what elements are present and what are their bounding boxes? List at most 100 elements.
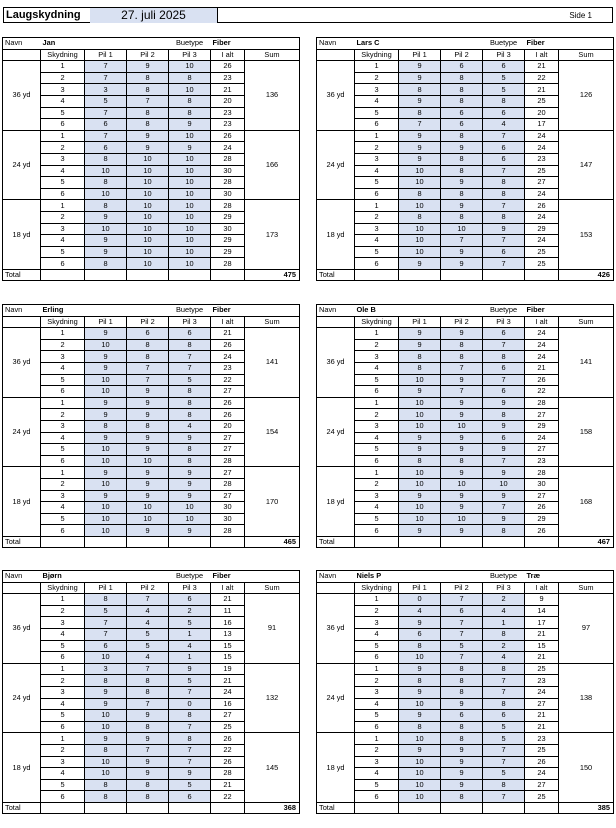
end-total: 22 [210, 373, 246, 387]
pil2-header: Pil 2 [440, 48, 484, 62]
end-row: 3 10 9 7 26 [3, 755, 300, 769]
arrow-1-score: 9 [83, 350, 128, 363]
end-row: 6 10 9 9 28 [3, 524, 300, 537]
pil3-header: Pil 3 [168, 315, 212, 329]
arrow-3-score: 1 [482, 616, 525, 629]
arrow-3-score: 9 [168, 489, 212, 503]
arrow-3-score: 8 [482, 210, 526, 224]
total-row: Total 385 [316, 801, 614, 815]
arrow-1-score: 0 [398, 593, 441, 606]
end-row: 3 10 9 7 26 [317, 755, 614, 769]
arrow-2-score: 8 [126, 674, 170, 687]
arrow-2-score: 9 [126, 396, 170, 410]
arrow-1-score: 10 [83, 709, 128, 722]
end-row: 4 10 9 8 27 [317, 697, 614, 711]
arrow-1-score: 8 [397, 106, 442, 120]
name-row: Navn Jan Buetype Fiber [2, 37, 300, 50]
end-total: 27 [210, 709, 246, 722]
end-number: 4 [354, 94, 399, 108]
end-row: 18 yd 1 10 9 9 28 168 [316, 466, 614, 537]
arrow-2-score: 7 [440, 651, 483, 664]
end-row: 4 10 10 10 30 [3, 501, 300, 514]
arrow-2-score: 9 [440, 245, 484, 259]
arrow-2-score: 9 [440, 199, 484, 212]
buetype-label: Buetype [482, 570, 525, 583]
end-row: 3 10 10 10 30 [3, 222, 300, 236]
arrow-1-score: 8 [398, 674, 441, 687]
arrow-2-score: 7 [126, 593, 170, 606]
end-row: 36 yd 1 7 9 10 26 136 [2, 60, 300, 131]
arrow-2-score: 9 [126, 385, 170, 398]
name-row: Navn Lars C Buetype Fiber [316, 37, 615, 50]
pil2-header: Pil 2 [126, 581, 170, 595]
pil2-header: Pil 2 [126, 48, 169, 62]
arrow-3-score: 7 [168, 743, 212, 757]
arrow-2-score: 6 [440, 709, 483, 722]
end-total: 28 [524, 396, 559, 410]
arrow-2-score: 8 [440, 71, 484, 85]
end-number: 5 [40, 512, 85, 526]
end-total: 22 [524, 71, 560, 85]
end-total: 28 [210, 199, 245, 212]
distance-label: 18 yd [316, 732, 355, 803]
distance-sum: 150 [558, 732, 614, 803]
total-label: Total [316, 535, 355, 549]
end-total: 24 [524, 210, 560, 224]
arrow-1-score: 10 [397, 164, 442, 178]
end-row: 2 10 8 8 26 [3, 338, 300, 352]
arrow-2-score: 9 [126, 60, 169, 73]
end-total: 27 [210, 431, 246, 445]
arrow-3-score: 8 [482, 176, 526, 189]
arrow-3-score: 6 [482, 106, 526, 120]
arrow-3-score: 8 [168, 408, 212, 421]
arrow-3-score: 6 [168, 327, 212, 340]
arrow-3-score: 8 [168, 385, 212, 398]
end-total: 15 [524, 639, 559, 653]
end-total: 21 [210, 674, 246, 687]
arrow-3-score: 9 [168, 524, 212, 537]
navn-label: Navn [316, 570, 355, 583]
arrow-1-score: 7 [83, 627, 128, 641]
arrow-2-score: 7 [440, 385, 483, 398]
pil1-header: Pil 1 [398, 581, 441, 595]
arrow-2-score: 9 [126, 443, 170, 456]
total-row: Total 368 [2, 801, 301, 815]
arrow-1-score: 10 [397, 199, 442, 212]
arrow-3-score: 9 [168, 662, 212, 676]
arrow-3-score: 5 [168, 616, 212, 629]
end-total: 24 [524, 187, 560, 201]
end-total: 25 [210, 720, 246, 734]
pil3-header: Pil 3 [168, 48, 211, 62]
end-row: 3 8 8 5 21 [317, 83, 614, 96]
arrow-2-score: 10 [440, 419, 483, 433]
end-total: 13 [210, 627, 246, 641]
end-row: 4 10 9 7 26 [317, 501, 614, 514]
arrow-3-score: 9 [168, 477, 212, 491]
end-number: 1 [354, 732, 399, 745]
end-total: 28 [210, 524, 246, 537]
total-label: Total [316, 268, 355, 282]
arrow-1-score: 9 [397, 94, 442, 108]
skydning-header: Skydning [354, 48, 399, 62]
end-total: 23 [524, 454, 559, 468]
arrow-1-score: 10 [83, 477, 128, 491]
arrow-3-score: 8 [482, 524, 525, 537]
distance-label: 18 yd [316, 199, 355, 270]
end-number: 2 [354, 604, 399, 618]
arrow-2-score: 8 [126, 338, 170, 352]
end-total: 24 [524, 350, 559, 363]
arrow-3-score: 10 [168, 210, 211, 224]
archer-name: Bjørn [40, 570, 127, 583]
end-row: 2 6 9 9 24 [3, 141, 300, 154]
arrow-1-score: 9 [398, 431, 441, 445]
end-row: 6 10 7 4 21 [317, 651, 614, 664]
end-row: 6 9 9 7 25 [317, 257, 614, 270]
end-row: 4 10 10 10 30 [3, 164, 300, 178]
arrow-2-score: 10 [440, 477, 483, 491]
end-row: 18 yd 1 10 9 7 26 153 [316, 199, 615, 270]
arrow-1-score: 8 [398, 639, 441, 653]
page-number: Side 1 [569, 11, 592, 20]
end-row: 5 10 9 8 27 [317, 778, 614, 792]
arrow-3-score: 8 [168, 71, 211, 85]
end-row: 4 6 7 8 21 [317, 627, 614, 641]
